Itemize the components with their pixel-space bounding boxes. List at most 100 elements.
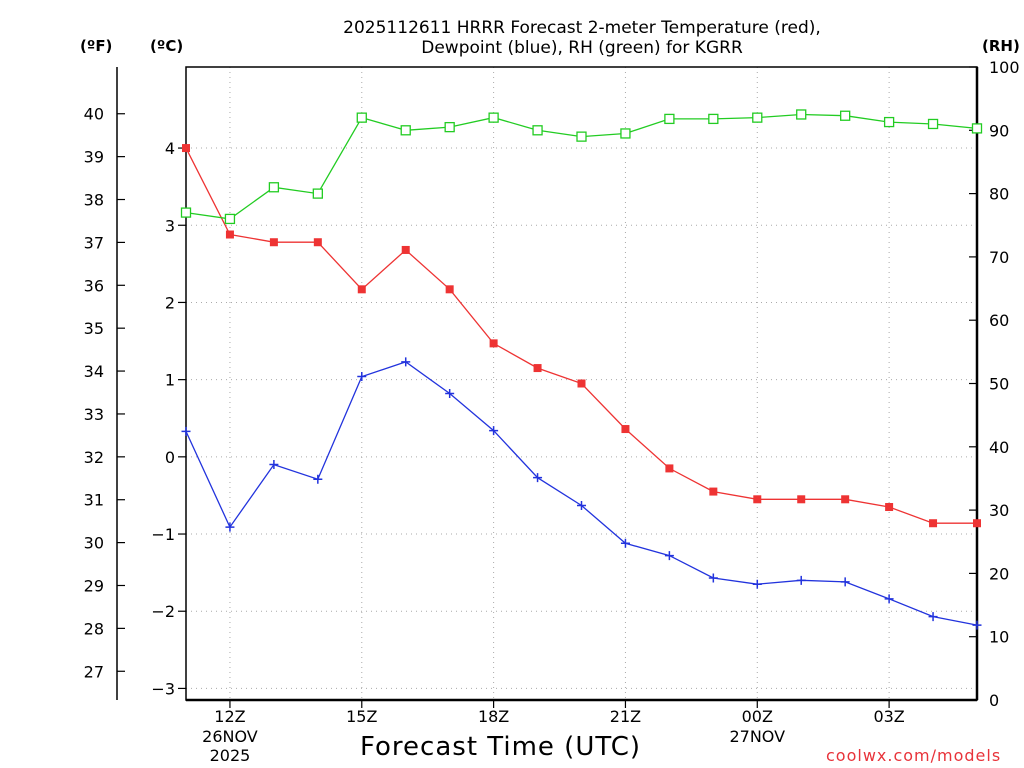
temperature-point <box>489 339 498 348</box>
dewpoint-point <box>401 357 411 367</box>
temperature-point <box>841 495 850 504</box>
x-tick-sublabel: 27NOV <box>729 727 785 746</box>
dewpoint-point <box>269 460 279 470</box>
fahrenheit-tick-label: 27 <box>84 662 104 681</box>
rh-point <box>180 207 192 218</box>
fahrenheit-tick-label: 38 <box>84 191 104 210</box>
x-tick-label: 00Z <box>742 707 773 726</box>
fahrenheit-tick-label: 30 <box>84 534 104 553</box>
temperature-point <box>929 519 938 528</box>
rh-point <box>840 110 851 121</box>
rh-point <box>444 121 455 133</box>
celsius-axis-unit: (ºC) <box>150 37 184 55</box>
rh-point <box>268 182 280 193</box>
rh-point <box>971 123 983 134</box>
rh-point <box>576 131 587 142</box>
rh-tick-label: 50 <box>989 375 1009 394</box>
celsius-tick-label: −3 <box>151 679 175 698</box>
rh-tick-label: 40 <box>989 438 1009 457</box>
rh-point <box>796 109 807 120</box>
rh-tick-label: 100 <box>989 58 1020 77</box>
rh-tick-label: 60 <box>989 311 1009 330</box>
celsius-tick-label: 4 <box>165 139 175 158</box>
rh-tick-label: 30 <box>989 501 1009 520</box>
dewpoint-point <box>664 551 674 561</box>
chart-title-line1: 2025112611 HRRR Forecast 2-meter Tempera… <box>343 18 821 38</box>
temperature-point <box>665 464 674 473</box>
rh-point <box>400 125 411 136</box>
rh-point <box>927 118 939 130</box>
temperature-point <box>225 230 234 239</box>
rh-point <box>664 113 675 125</box>
temperature-point <box>269 238 278 247</box>
temperature-point <box>577 379 586 388</box>
series-line-filled-square <box>185 147 977 524</box>
fahrenheit-tick-label: 28 <box>84 619 104 638</box>
x-tick-label: 03Z <box>873 707 904 726</box>
chart-title-line2: Dewpoint (blue), RH (green) for KGRR <box>421 38 743 58</box>
dewpoint-point <box>752 579 762 589</box>
dewpoint-point <box>928 612 938 622</box>
fahrenheit-tick-label: 31 <box>84 491 104 510</box>
x-tick-sublabel: 2025 <box>210 746 251 765</box>
fahrenheit-tick-label: 39 <box>84 148 104 167</box>
x-axis-title: Forecast Time (UTC) <box>360 732 642 762</box>
rh-tick-label: 70 <box>989 248 1009 267</box>
rh-axis-unit: (RH) <box>982 37 1020 55</box>
dewpoint-point <box>884 594 894 604</box>
rh-tick-label: 80 <box>989 185 1009 204</box>
rh-point <box>488 112 499 123</box>
dewpoint-point <box>445 389 455 399</box>
dewpoint-point <box>225 522 235 532</box>
rh-point <box>356 112 367 123</box>
rh-point <box>620 128 631 139</box>
fahrenheit-tick-label: 34 <box>84 362 104 381</box>
rh-point <box>883 116 895 128</box>
rh-point <box>752 112 763 123</box>
temperature-point <box>885 503 894 512</box>
temperature-point <box>401 245 410 254</box>
rh-tick-label: 0 <box>989 691 999 710</box>
dewpoint-point <box>357 372 367 382</box>
dewpoint-point <box>972 620 982 630</box>
dewpoint-point <box>489 426 499 436</box>
temperature-point <box>797 495 806 504</box>
dewpoint-point <box>796 575 806 585</box>
temperature-point <box>973 519 981 528</box>
temperature-point <box>445 285 454 294</box>
credit-link[interactable]: coolwx.com/models <box>826 746 1002 765</box>
x-tick-label: 18Z <box>478 707 509 726</box>
fahrenheit-tick-label: 37 <box>84 233 104 252</box>
temperature-point <box>182 144 190 153</box>
celsius-tick-label: −1 <box>151 525 175 544</box>
rh-point <box>708 113 719 125</box>
temperature-point <box>709 487 718 496</box>
fahrenheit-tick-label: 33 <box>84 405 104 424</box>
fahrenheit-tick-label: 40 <box>84 105 104 124</box>
celsius-tick-label: −2 <box>151 602 175 621</box>
celsius-tick-label: 0 <box>165 448 175 467</box>
rh-tick-label: 20 <box>989 564 1009 583</box>
temperature-point <box>533 364 542 373</box>
x-tick-label: 15Z <box>346 707 377 726</box>
celsius-tick-label: 1 <box>165 371 175 390</box>
temperature-point <box>313 238 322 247</box>
celsius-tick-label: 3 <box>165 216 175 235</box>
fahrenheit-axis-unit: (ºF) <box>80 37 113 55</box>
dewpoint-point <box>708 573 718 583</box>
celsius-tick-label: 2 <box>165 293 175 312</box>
dewpoint-point <box>181 426 191 436</box>
rh-point <box>312 188 323 199</box>
dewpoint-point <box>533 473 543 483</box>
fahrenheit-tick-label: 35 <box>84 319 104 338</box>
x-tick-sublabel: 26NOV <box>202 727 258 746</box>
rh-point <box>532 125 543 136</box>
fahrenheit-tick-label: 29 <box>84 576 104 595</box>
dewpoint-point <box>840 577 850 587</box>
series-line-plus <box>185 361 978 626</box>
rh-tick-label: 90 <box>989 121 1009 140</box>
rh-point <box>224 213 236 225</box>
x-tick-label: 21Z <box>610 707 641 726</box>
temperature-point <box>621 425 630 434</box>
